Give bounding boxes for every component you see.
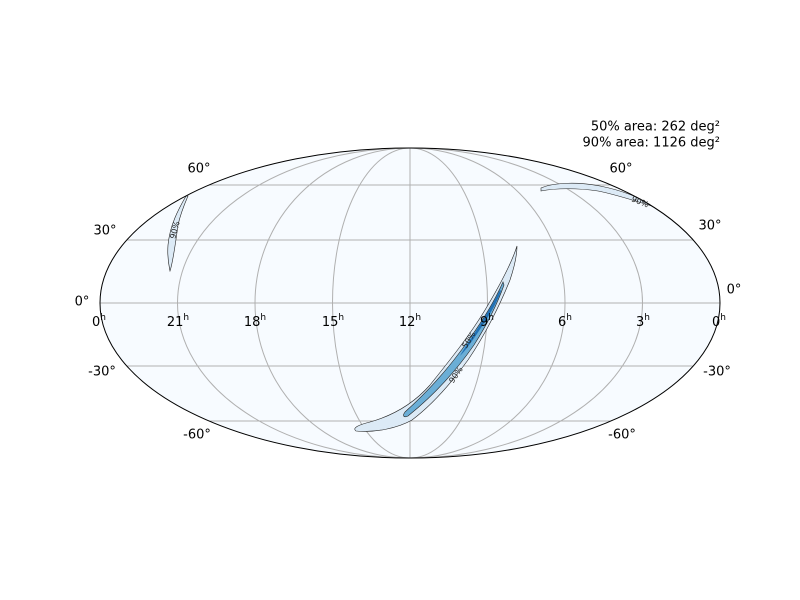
region-main-90 <box>354 245 518 432</box>
ra-hour: 21 <box>167 315 184 330</box>
lat-label: -60° <box>608 428 636 443</box>
lat-label: -60° <box>183 428 211 443</box>
map-border <box>99 147 721 459</box>
region-main-core <box>460 290 501 356</box>
ra-unit: h <box>644 313 650 323</box>
ra-label: 9h <box>480 313 494 330</box>
ra-hour: 0 <box>92 315 100 330</box>
ra-unit: h <box>720 313 726 323</box>
ra-label: 0h <box>92 313 106 330</box>
ra-label: 3h <box>636 313 650 330</box>
ra-unit: h <box>260 313 266 323</box>
ra-unit: h <box>338 313 344 323</box>
lat-label: -30° <box>703 365 731 380</box>
lat-label: 60° <box>187 162 210 177</box>
ra-hour: 9 <box>480 315 488 330</box>
ra-unit: h <box>415 313 421 323</box>
annotation: 90% area: 1126 deg² <box>583 136 720 151</box>
ra-hour: 6 <box>558 315 566 330</box>
ra-label: 0h <box>712 313 726 330</box>
lat-label: 60° <box>609 162 632 177</box>
lat-label: -30° <box>88 365 116 380</box>
ra-hour: 0 <box>712 315 720 330</box>
ra-unit: h <box>183 313 189 323</box>
ra-unit: h <box>566 313 572 323</box>
ra-label: 21h <box>167 313 189 330</box>
lat-label: 0° <box>727 283 742 298</box>
lat-label: 30° <box>698 219 721 234</box>
region-left <box>167 195 189 273</box>
lat-label: 30° <box>93 224 116 239</box>
ra-hour: 3 <box>636 315 644 330</box>
ra-labels: 0h 21h 18h 15h 12h 9h 6h 3h 0h <box>92 313 726 330</box>
lat-label: 0° <box>75 295 90 310</box>
ra-unit: h <box>488 313 494 323</box>
ra-label: 6h <box>558 313 572 330</box>
annotation: 50% area: 262 deg² <box>591 120 720 135</box>
ra-unit: h <box>100 313 106 323</box>
ra-hour: 12 <box>399 315 416 330</box>
ra-label: 18h <box>244 313 266 330</box>
ra-hour: 18 <box>244 315 261 330</box>
ra-label: 12h <box>399 313 421 330</box>
ra-hour: 15 <box>322 315 339 330</box>
ra-label: 15h <box>322 313 344 330</box>
region-main-50 <box>403 281 505 418</box>
